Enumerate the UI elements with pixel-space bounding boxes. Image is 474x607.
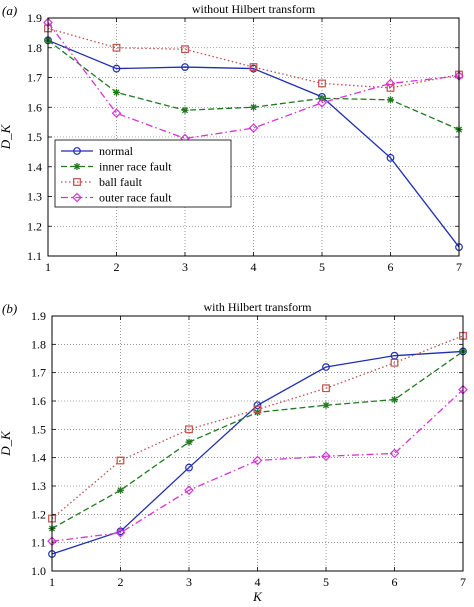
y-tick-label: 1.0 <box>31 564 46 578</box>
chart-panel-a: 1 2 3 4 5 6 7 1.1 1.2 1.3 1.4 1.5 1.6 1.7 1.8 1.9 withou… <box>0 2 464 274</box>
y-tick-label: 1.1 <box>31 536 46 550</box>
legend-item: normal <box>61 144 134 158</box>
plot-frame <box>51 315 464 572</box>
data-point <box>111 108 122 119</box>
y-tick-label: 1.1 <box>27 249 42 263</box>
data-point <box>184 485 194 496</box>
data-point <box>322 384 330 393</box>
legend-label: outer race fault <box>99 191 172 205</box>
x-tick-label: 2 <box>114 260 120 274</box>
legend-marker <box>73 178 81 186</box>
y-tick-label: 1.8 <box>31 337 46 351</box>
data-point <box>113 88 120 96</box>
data-point <box>116 456 125 465</box>
data-point <box>389 448 400 459</box>
data-point <box>321 451 331 462</box>
data-point <box>252 455 263 466</box>
y-tick-label: 1.8 <box>27 41 42 55</box>
legend-label: ball fault <box>99 175 143 189</box>
data-point <box>250 103 257 111</box>
data-point <box>112 64 121 73</box>
chart-title: with Hilbert transform <box>204 300 313 314</box>
series-outer-race-fault <box>47 384 468 547</box>
y-axis-label: D_K <box>0 430 13 457</box>
data-point <box>387 96 394 104</box>
data-point <box>181 106 189 114</box>
legend-item: ball fault <box>61 175 143 189</box>
chart-title: without Hilbert transform <box>192 2 316 16</box>
x-axis-label: K <box>252 589 263 604</box>
legend-item: outer race fault <box>61 191 172 205</box>
plot-area <box>48 18 459 256</box>
y-axis-label: D_K <box>0 123 13 150</box>
y-tick-label: 1.5 <box>31 422 46 436</box>
legend-label: normal <box>99 144 134 158</box>
data-point <box>249 63 258 71</box>
y-tick-label: 1.4 <box>31 451 46 465</box>
y-tick-label: 1.2 <box>31 507 46 521</box>
legend-label: inner race fault <box>99 160 172 174</box>
x-tick-label: 4 <box>255 575 261 589</box>
x-tick-label: 2 <box>118 575 124 589</box>
data-point <box>112 43 121 52</box>
y-tick-label: 1.3 <box>31 479 46 493</box>
y-tick-label: 1.3 <box>27 190 42 204</box>
data-point <box>185 425 193 434</box>
data-point <box>181 63 189 71</box>
data-point <box>185 463 193 472</box>
data-point <box>322 363 330 371</box>
legend-marker <box>73 163 81 170</box>
y-tick-label: 1.7 <box>27 71 42 85</box>
x-tick-label: 5 <box>323 575 329 589</box>
x-tick-label: 5 <box>319 260 325 274</box>
x-tick-label: 7 <box>460 575 466 589</box>
series-ball-fault <box>48 331 467 523</box>
series-line <box>51 350 464 555</box>
y-tick-label: 1.9 <box>27 11 42 25</box>
plot-frame <box>47 17 460 257</box>
y-tick-label: 1.6 <box>31 394 46 408</box>
y-tick-label: 1.7 <box>31 366 46 380</box>
legend-item: inner race fault <box>61 160 172 174</box>
data-point <box>117 486 124 494</box>
data-point <box>181 45 189 54</box>
legend-marker <box>72 192 82 203</box>
series-line <box>51 389 464 542</box>
data-point <box>318 79 326 88</box>
series-line <box>47 39 460 248</box>
data-point <box>115 527 126 538</box>
x-tick-label: 6 <box>392 575 398 589</box>
data-point <box>248 123 259 133</box>
data-point <box>322 401 330 409</box>
panel-label: (b) <box>2 301 17 316</box>
x-tick-label: 1 <box>45 260 51 274</box>
data-point <box>317 97 327 108</box>
x-tick-label: 4 <box>251 260 257 274</box>
x-tick-label: 3 <box>182 260 188 274</box>
y-tick-label: 1.5 <box>27 130 42 144</box>
x-tick-label: 7 <box>456 260 462 274</box>
y-tick-label: 1.6 <box>27 100 42 114</box>
data-point <box>385 78 396 89</box>
data-point <box>386 153 395 162</box>
data-point <box>390 358 399 367</box>
data-point <box>253 405 262 414</box>
data-point <box>391 396 398 404</box>
y-tick-label: 1.2 <box>27 219 42 233</box>
data-point <box>386 84 395 92</box>
x-tick-label: 6 <box>388 260 394 274</box>
y-tick-label: 1.9 <box>31 309 46 323</box>
chart-panel-b: 1 2 3 4 5 6 7 1.0 1.1 1.2 1.3 1.4 1.5 1.6 1.7 1.8 1.9 wit… <box>0 300 468 604</box>
data-point <box>185 438 193 446</box>
x-tick-label: 1 <box>49 575 55 589</box>
panel-label: (a) <box>2 3 17 18</box>
legend-marker <box>73 147 81 155</box>
y-tick-label: 1.4 <box>27 160 42 174</box>
data-point <box>253 401 262 410</box>
series-line <box>51 335 464 520</box>
x-tick-label: 3 <box>186 575 192 589</box>
